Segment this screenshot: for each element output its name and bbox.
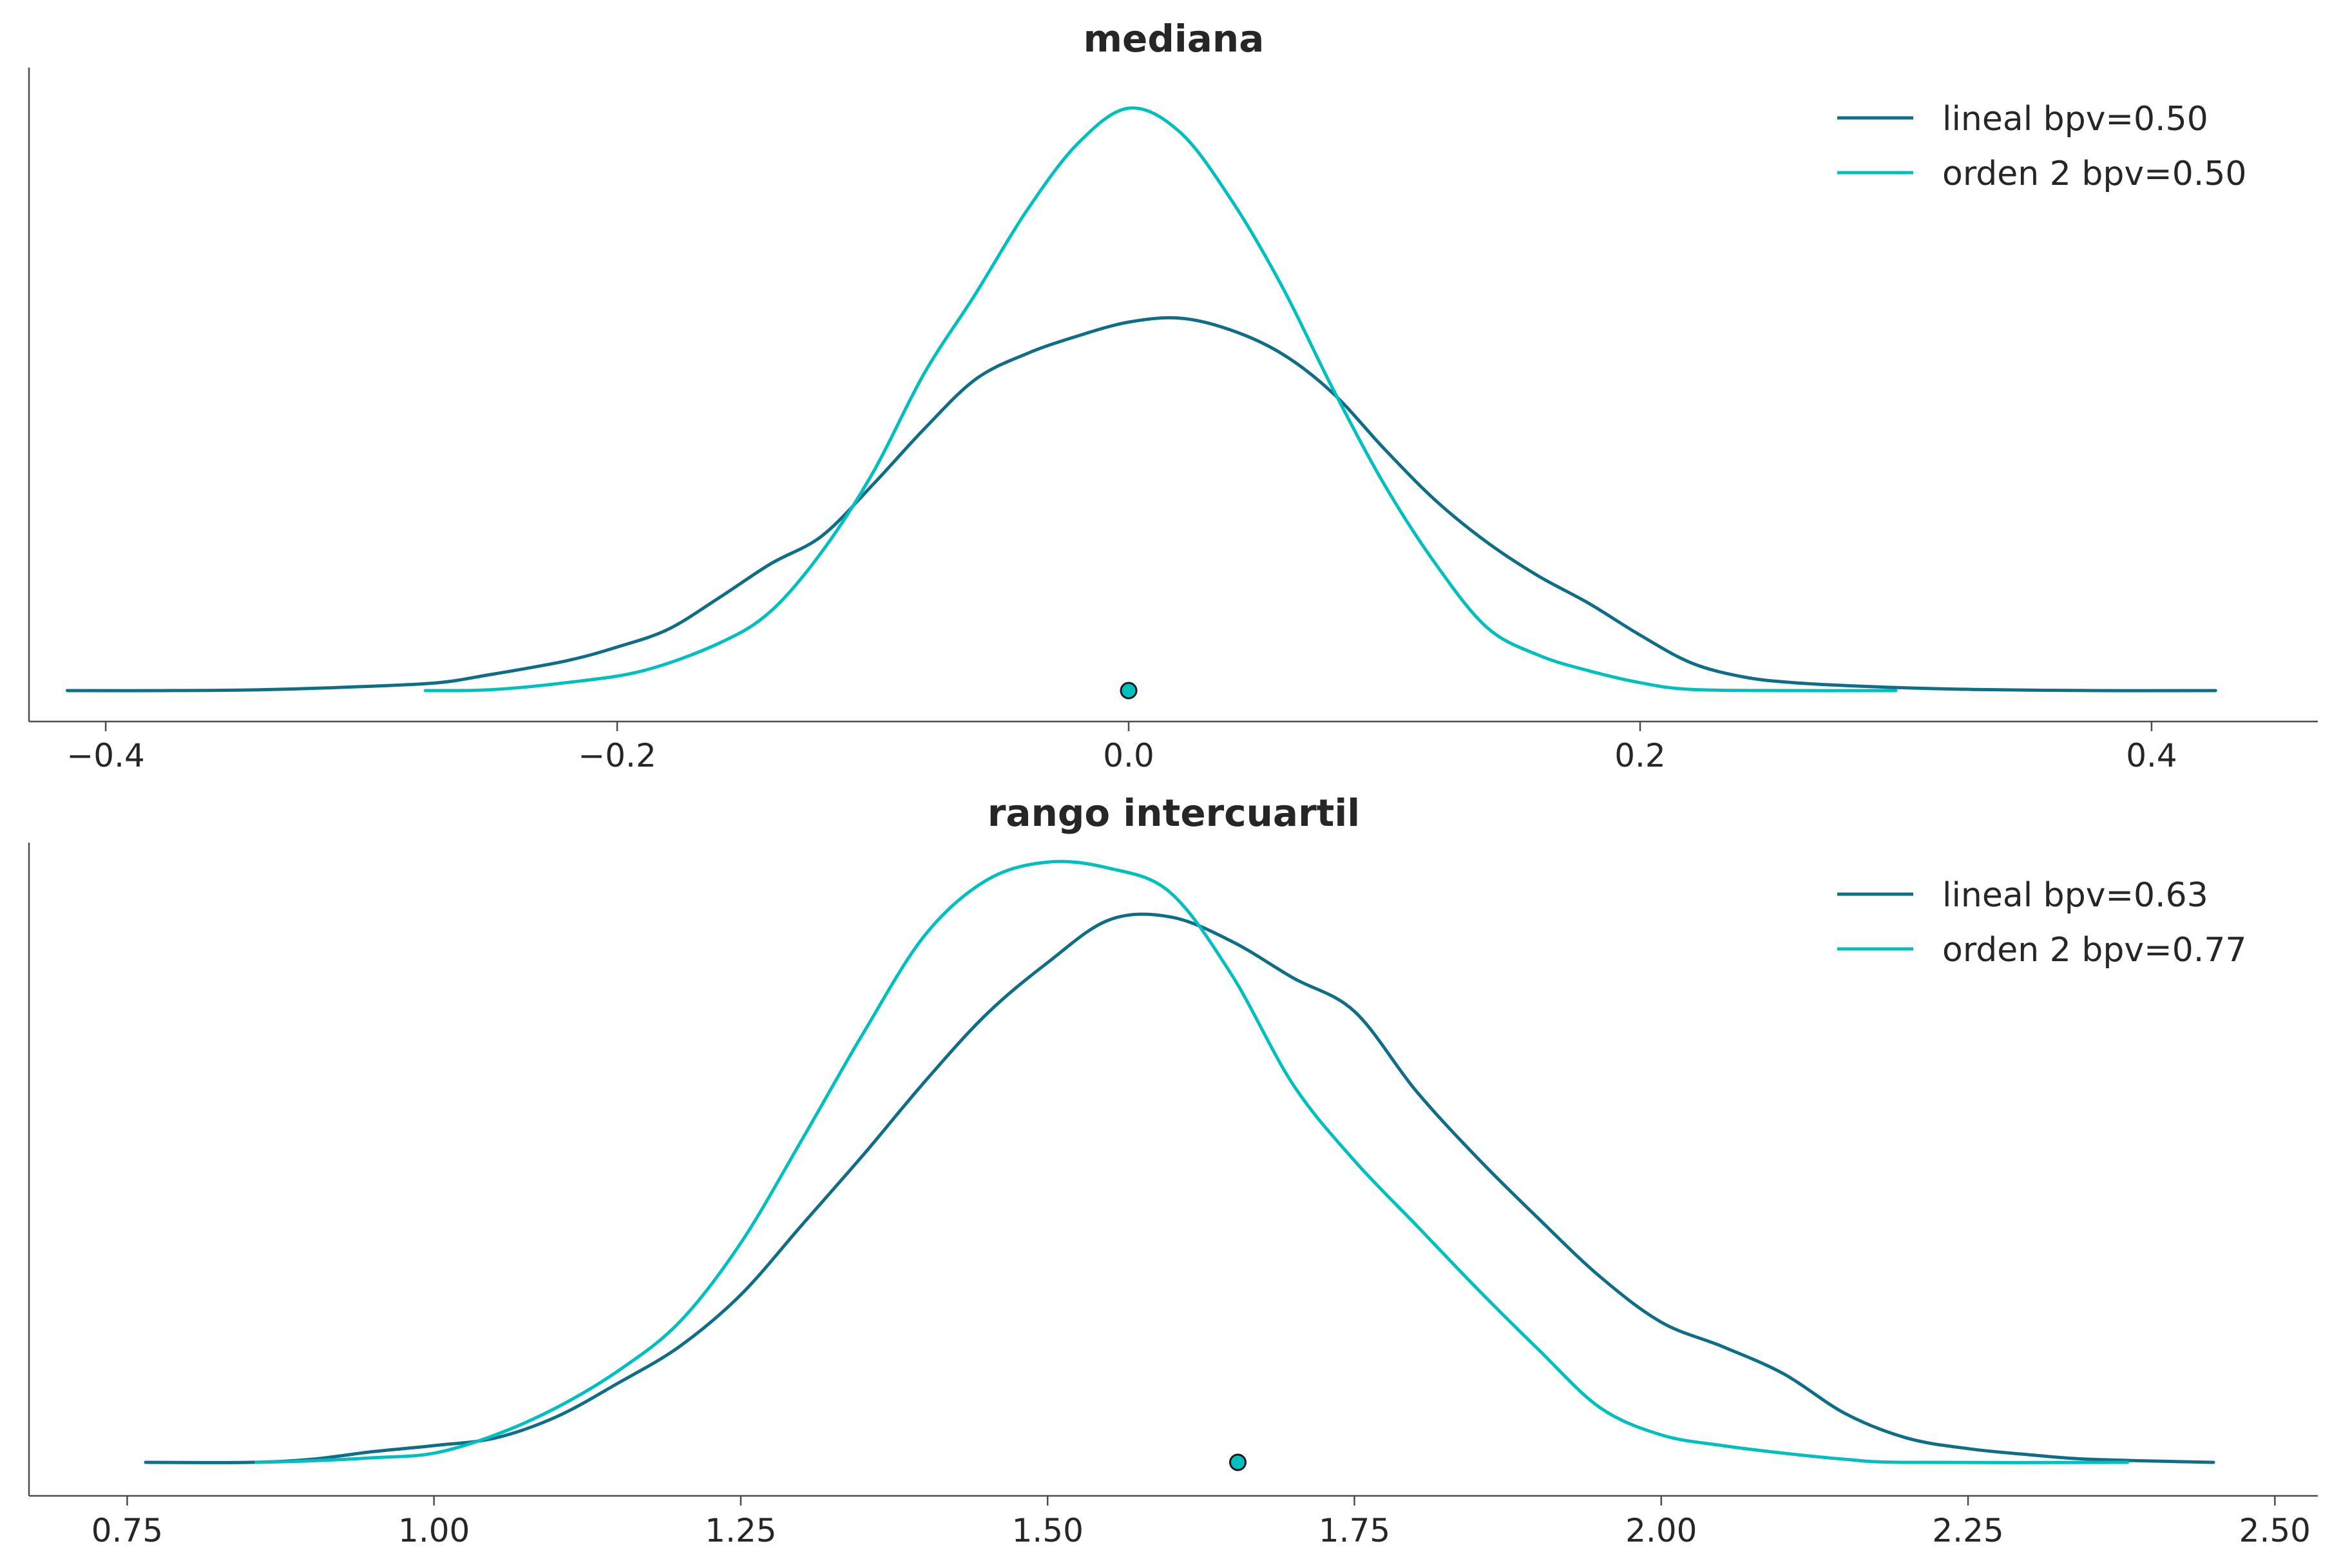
legend-label: lineal bpv=0.50: [1942, 100, 2208, 139]
x-tick-label: 2.25: [1932, 1512, 2003, 1549]
x-tick-label: 1.00: [398, 1512, 470, 1549]
x-tick-label: 2.00: [1625, 1512, 1697, 1549]
legend-label: orden 2 bpv=0.50: [1942, 155, 2247, 193]
kde-line-lineal: [144, 912, 2215, 1464]
legend-label: orden 2 bpv=0.77: [1942, 931, 2247, 970]
x-axis-ticks: 0.75 1.00 1.25 1.50 1.75 2.00 2.25 2.50: [91, 1496, 2311, 1549]
x-tick-label: 1.75: [1319, 1512, 1390, 1549]
legend: lineal bpv=0.63 orden 2 bpv=0.77: [1837, 876, 2247, 970]
legend-label: lineal bpv=0.63: [1942, 876, 2208, 915]
panel-title: mediana: [1084, 17, 1265, 61]
panel-title: rango intercuartil: [988, 791, 1360, 835]
plot-area: [144, 859, 2215, 1471]
legend: lineal bpv=0.50 orden 2 bpv=0.50: [1837, 100, 2247, 193]
panel-rango-intercuartil: rango intercuartil 0.75 1.00 1.25 1.50 1.75 2…: [28, 791, 2318, 1549]
kde-line-orden2: [423, 106, 1898, 693]
x-axis-ticks: −0.4 −0.2 0.0 0.2 0.4: [66, 722, 2177, 774]
x-tick-label: 1.50: [1012, 1512, 1084, 1549]
kde-line-lineal: [66, 316, 2217, 693]
x-tick-label: 0.4: [2126, 737, 2177, 774]
plot-area: [66, 106, 2217, 700]
x-tick-label: −0.4: [66, 737, 144, 774]
kde-line-orden2: [254, 859, 2130, 1464]
x-tick-label: −0.2: [578, 737, 656, 774]
observed-marker: [1229, 1453, 1247, 1471]
panel-mediana: mediana −0.4 −0.2 0.0 0.2 0.4 lineal bpv=0.5…: [28, 17, 2318, 774]
x-tick-label: 0.0: [1103, 737, 1154, 774]
x-tick-label: 1.25: [705, 1512, 776, 1549]
x-tick-label: 2.50: [2239, 1512, 2311, 1549]
observed-marker: [1120, 682, 1138, 700]
x-tick-label: 0.2: [1614, 737, 1666, 774]
x-tick-label: 0.75: [91, 1512, 163, 1549]
